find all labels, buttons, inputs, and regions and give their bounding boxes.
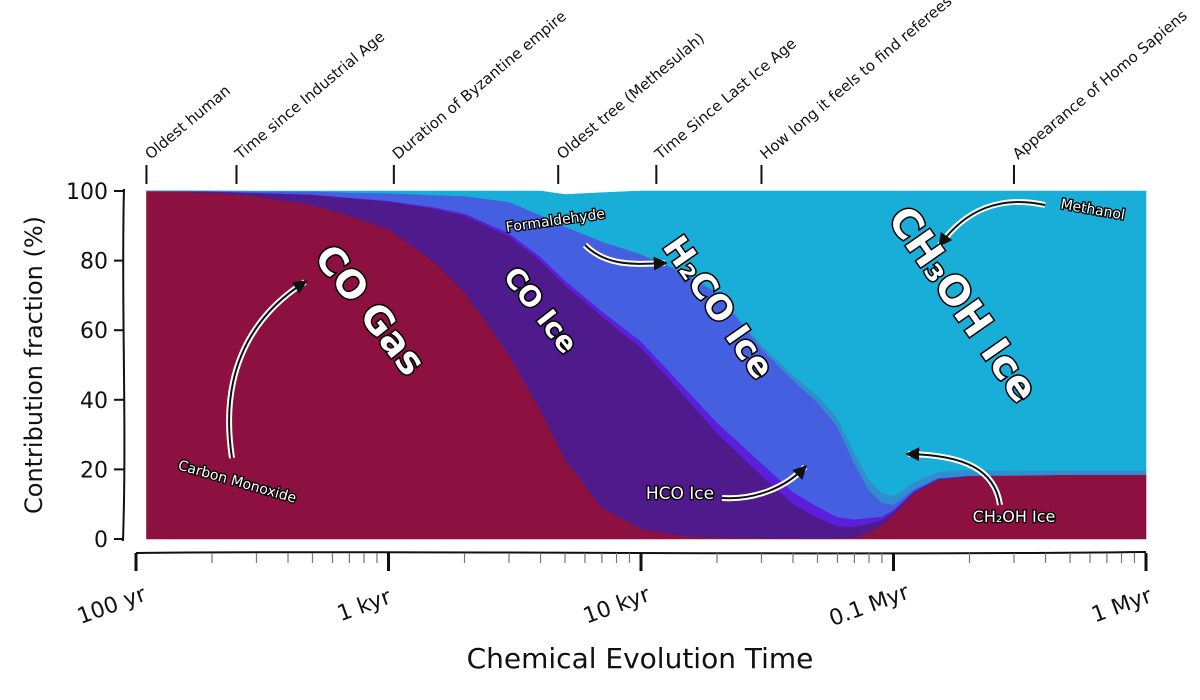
x-tick-label: 100 yr xyxy=(74,582,150,630)
arrow-formaldehyde-line xyxy=(584,244,668,271)
arrow-hco-ice-line xyxy=(721,464,807,500)
area-ch3oh-ice xyxy=(146,190,1147,497)
milestone-label-7: Appearance of Homo Sapiens xyxy=(1009,6,1191,163)
x-tick-label: 10 kyr xyxy=(580,582,654,629)
x-tick-label: 0.1 Myr xyxy=(826,580,913,632)
x-axis: 100 yr 1 kyr 10 kyr 0.1 Myr 1 Myr xyxy=(74,551,1156,632)
arrow-carbon-monoxide-line xyxy=(228,280,308,459)
annotation-arrows xyxy=(226,199,1046,506)
y-tick-label: 60 xyxy=(80,319,108,344)
y-axis-title: Contribution fraction (%) xyxy=(20,216,48,514)
milestone-label-2: Time since Industrial Age xyxy=(231,28,388,164)
arrow-ch2oh-ice-line xyxy=(905,447,1001,506)
arrow-methanol-line xyxy=(938,201,1046,248)
y-tick-label: 80 xyxy=(80,250,108,275)
y-axis-line xyxy=(122,188,126,542)
milestone-label-6: How long it feels to find referees xyxy=(756,0,955,163)
x-tick-label: 1 Myr xyxy=(1088,583,1156,628)
x-axis-line xyxy=(135,551,1147,555)
y-axis: 0 20 40 60 80 100 xyxy=(66,180,126,553)
label-hco-ice: HCO Ice xyxy=(646,484,714,504)
label-ch2oh-ice: CH₂OH Ice xyxy=(973,507,1056,526)
milestone-label-1: Oldest human xyxy=(141,81,233,163)
x-tick-label: 1 kyr xyxy=(334,584,395,627)
milestone-label-3: Duration of Byzantine empire xyxy=(389,7,570,163)
y-tick-label: 20 xyxy=(80,458,108,483)
y-tick-label: 100 xyxy=(66,180,108,205)
x-axis-title: Chemical Evolution Time xyxy=(467,642,814,675)
y-tick-label: 0 xyxy=(94,528,108,553)
area-series-group xyxy=(146,190,1147,540)
y-tick-label: 40 xyxy=(80,389,108,414)
